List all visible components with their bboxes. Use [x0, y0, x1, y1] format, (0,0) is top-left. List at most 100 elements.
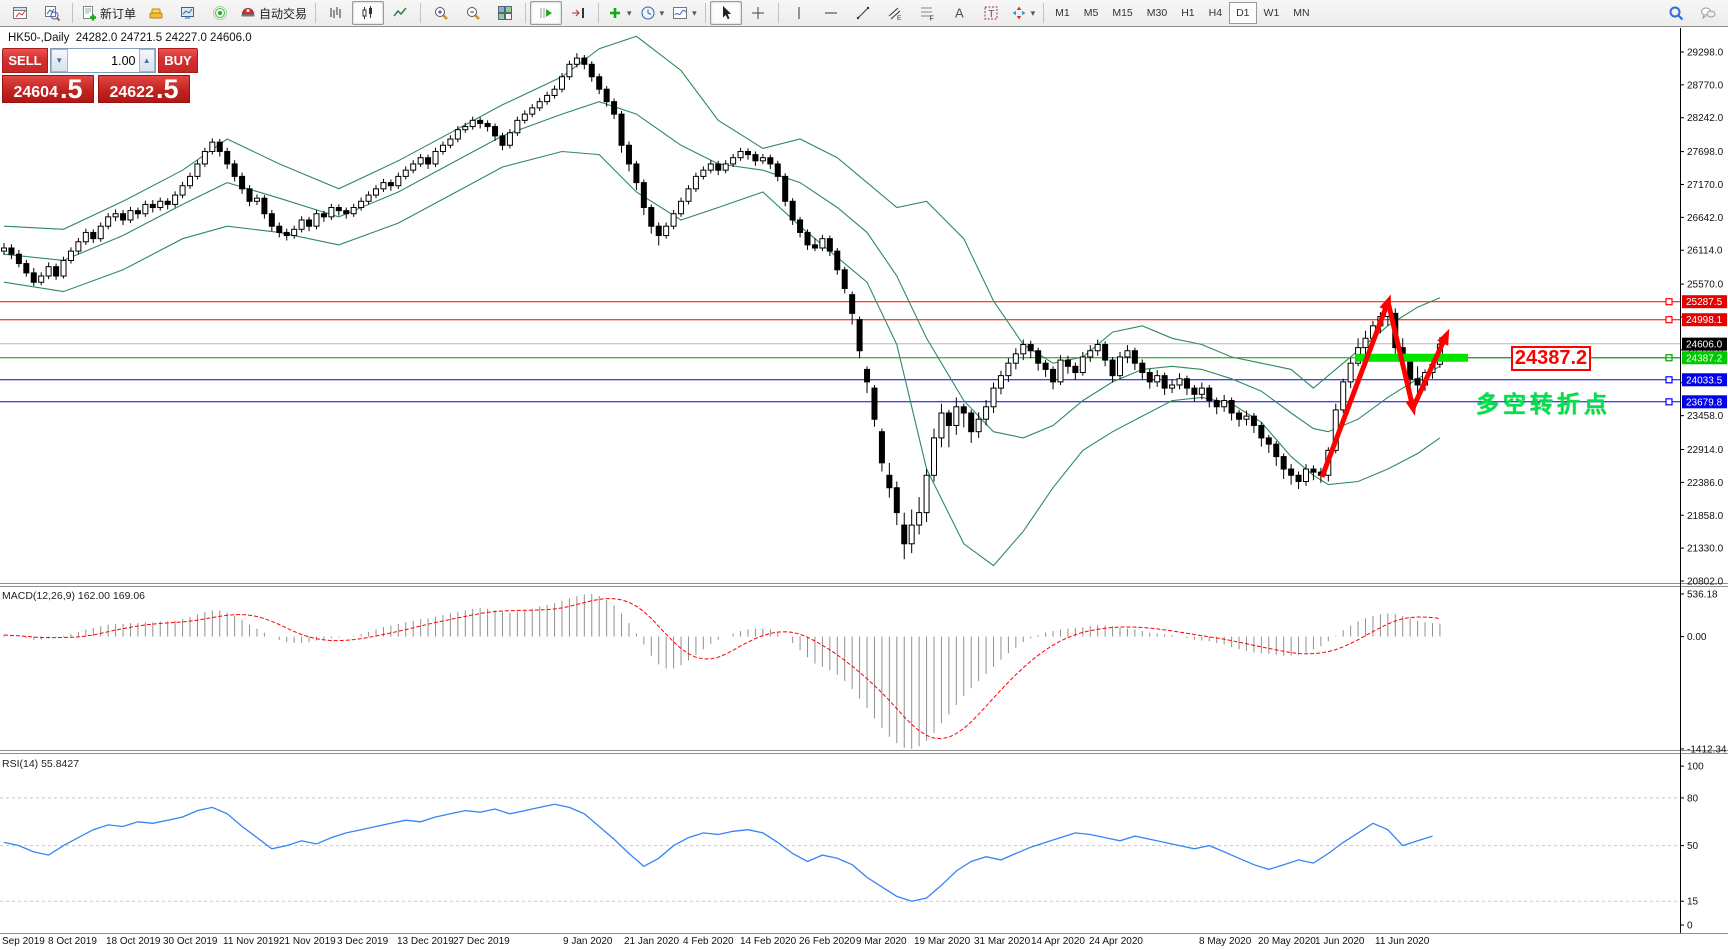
new-order-button[interactable]: 新订单	[77, 1, 140, 25]
line-chart-button[interactable]	[384, 1, 416, 25]
timeframe-m1-button[interactable]: M1	[1055, 7, 1070, 19]
svg-text:27 Dec 2019: 27 Dec 2019	[453, 936, 510, 947]
buy-price[interactable]: 24622 .5	[98, 75, 190, 103]
volume-stepper: ▼ ▲	[50, 48, 156, 73]
svg-text:28242.0: 28242.0	[1687, 113, 1724, 124]
green-level-bar[interactable]	[1355, 353, 1468, 362]
svg-text:A: A	[955, 6, 964, 21]
trendline-button[interactable]	[847, 1, 879, 25]
svg-text:18 Oct 2019: 18 Oct 2019	[106, 936, 161, 947]
chart-shift-button[interactable]	[562, 1, 594, 25]
hline-icon	[824, 12, 837, 14]
timeframe-m15-button[interactable]: M15	[1112, 7, 1133, 19]
chart-title: HK50-,Daily 24282.0 24721.5 24227.0 2460…	[8, 32, 252, 44]
svg-text:22386.0: 22386.0	[1687, 478, 1724, 489]
toolbar-separator	[315, 3, 317, 23]
price-badges: 25287.5 24998.1 24606.0 24387.2 24033.5 23679…	[1682, 295, 1727, 409]
profiles-icon	[45, 6, 60, 21]
sell-price-main: 24604	[13, 84, 58, 101]
svg-text:30 Oct 2019: 30 Oct 2019	[163, 936, 218, 947]
svg-text:20802.0: 20802.0	[1687, 577, 1724, 588]
svg-text:23679.8: 23679.8	[1686, 397, 1723, 408]
new-chart-button[interactable]	[4, 1, 36, 25]
zigzag-arrow[interactable]	[1319, 294, 1391, 478]
svg-text:11 Nov 2019: 11 Nov 2019	[223, 936, 279, 947]
timeframe-mn-button[interactable]: MN	[1293, 7, 1310, 19]
toolbar-separator	[704, 3, 706, 23]
volume-increase-button[interactable]: ▲	[138, 49, 155, 72]
zigzag-arrow[interactable]	[1385, 301, 1418, 416]
timeframe-m30-button[interactable]: M30	[1146, 7, 1168, 19]
svg-text:25570.0: 25570.0	[1687, 280, 1724, 291]
arrows-icon	[1012, 6, 1026, 20]
timeframe-m5-button[interactable]: M5	[1083, 7, 1099, 19]
ohlc-values: 24282.0 24721.5 24227.0 24606.0	[69, 32, 252, 44]
tile-windows-button[interactable]	[489, 1, 521, 25]
signals-button[interactable]	[204, 1, 236, 25]
svg-text:F: F	[929, 16, 933, 22]
volume-decrease-button[interactable]: ▼	[51, 49, 68, 72]
auto-scroll-button[interactable]	[530, 1, 563, 25]
sell-button[interactable]: SELL	[2, 48, 48, 73]
equidistant-channel-button[interactable]: E	[879, 1, 911, 25]
cursor-icon	[722, 6, 731, 20]
pivot-annotation[interactable]: 多空转折点	[1476, 391, 1611, 417]
timeframe-w1-button[interactable]: W1	[1263, 7, 1280, 19]
periods-button[interactable]: ▾	[636, 1, 669, 25]
sell-price[interactable]: 24604 .5	[2, 75, 94, 103]
svg-text:Sep 2019: Sep 2019	[2, 936, 45, 947]
chart-window[interactable]: 29298.0 28770.0 28242.0 27698.0 27170.0 26642…	[0, 28, 1728, 950]
text-label-button[interactable]: T	[975, 1, 1007, 25]
volume-input[interactable]	[67, 49, 139, 72]
timeframe-d1-button[interactable]: D1	[1229, 2, 1257, 24]
svg-text:8 Oct 2019: 8 Oct 2019	[48, 936, 97, 947]
fibonacci-button[interactable]: F	[911, 1, 943, 25]
timeframe-h1-button[interactable]: H1	[1181, 7, 1195, 19]
toolbar-separator	[777, 3, 779, 23]
price-chart-canvas[interactable]: 29298.0 28770.0 28242.0 27698.0 27170.0 26642…	[0, 28, 1728, 950]
toolbar: 新订单 自动交易 ▾ ▾ ▾ E F A T ▾ M1 M5 M15 M30 H1 H4 D1 W1 MN	[0, 0, 1728, 27]
auto-trading-button[interactable]: 自动交易	[236, 1, 311, 25]
rsi-line	[3, 803, 1433, 902]
svg-text:21 Jan 2020: 21 Jan 2020	[624, 936, 679, 947]
horizontal-line-button[interactable]	[815, 1, 847, 25]
text-button[interactable]: A	[943, 1, 975, 25]
arrows-button[interactable]: ▾	[1007, 1, 1040, 25]
crosshair-icon	[751, 7, 764, 19]
svg-text:100: 100	[1687, 762, 1704, 773]
buy-button[interactable]: BUY	[158, 48, 198, 73]
indicators-button[interactable]: ▾	[603, 1, 636, 25]
search-button[interactable]	[1660, 1, 1692, 25]
zoom-in-button[interactable]	[425, 1, 457, 25]
profiles-button[interactable]	[36, 1, 68, 25]
chat-icon	[1701, 7, 1716, 20]
bar-chart-button[interactable]	[320, 1, 352, 25]
rsi-label: RSI(14) 55.8427	[2, 758, 80, 770]
market-watch-button[interactable]	[140, 1, 172, 25]
toolbar-separator	[72, 3, 73, 23]
chevron-down-icon: ▾	[627, 7, 632, 18]
candlestick-chart-button[interactable]	[352, 1, 385, 25]
bollinger-upper-band	[3, 35, 1441, 389]
templates-button[interactable]: ▾	[668, 1, 701, 25]
svg-text:0.00: 0.00	[1687, 632, 1707, 643]
svg-text:13 Dec 2019: 13 Dec 2019	[397, 936, 454, 947]
auto-trading-label: 自动交易	[259, 6, 308, 21]
timeframe-h4-button[interactable]: H4	[1208, 7, 1223, 19]
crosshair-button[interactable]	[742, 1, 774, 25]
svg-text:27698.0: 27698.0	[1687, 147, 1724, 158]
chat-button[interactable]	[1692, 1, 1724, 25]
candles	[1, 53, 1443, 560]
data-window-button[interactable]	[172, 1, 204, 25]
cursor-button[interactable]	[709, 1, 742, 25]
bollinger-middle-band	[3, 101, 1441, 439]
svg-text:14 Feb 2020: 14 Feb 2020	[740, 936, 797, 947]
indicators-icon	[610, 8, 621, 18]
price-note-box[interactable]: 24387.2	[1511, 346, 1591, 371]
zoom-out-button[interactable]	[457, 1, 489, 25]
vertical-line-button[interactable]	[783, 1, 815, 25]
bars-icon	[330, 7, 341, 18]
svg-text:536.18: 536.18	[1687, 589, 1718, 600]
zigzag-arrow[interactable]	[1410, 328, 1450, 410]
